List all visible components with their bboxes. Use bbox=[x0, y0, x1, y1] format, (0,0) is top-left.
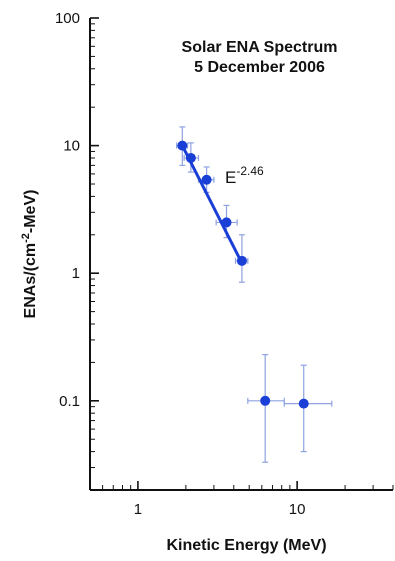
fit-annotation: E-2.46 bbox=[225, 164, 264, 187]
data-point bbox=[221, 217, 232, 228]
plot-area: 0.1 1 10 100 1 10 bbox=[55, 10, 394, 518]
fit-annotation-base: E bbox=[225, 168, 236, 187]
data-point bbox=[236, 255, 247, 266]
data-point bbox=[177, 140, 188, 151]
data-point bbox=[185, 152, 196, 163]
chart-title: Solar ENA Spectrum bbox=[182, 39, 338, 56]
fit-line bbox=[180, 144, 244, 265]
y-axis-label-superscript: -2 bbox=[20, 233, 32, 243]
y-tick-label: 10 bbox=[63, 138, 80, 155]
x-tick-label: 1 bbox=[134, 501, 142, 518]
data-point bbox=[298, 398, 309, 409]
y-axis-label-suffix: -MeV) bbox=[22, 190, 39, 234]
y-tick-label: 0.1 bbox=[59, 393, 80, 410]
y-tick-label: 100 bbox=[55, 10, 80, 27]
y-tick-label: 1 bbox=[72, 265, 80, 282]
fit-annotation-exponent: -2.46 bbox=[236, 164, 264, 178]
chart-subtitle: 5 December 2006 bbox=[194, 59, 325, 76]
data-point bbox=[260, 395, 271, 406]
x-axis-label: Kinetic Energy (MeV) bbox=[166, 537, 326, 554]
y-axis-label-prefix: ENAs/(cm bbox=[22, 243, 39, 319]
y-axis-label: ENAs/(cm-2-MeV) bbox=[20, 190, 39, 319]
x-tick-label: 10 bbox=[289, 501, 306, 518]
data-point bbox=[201, 174, 212, 185]
